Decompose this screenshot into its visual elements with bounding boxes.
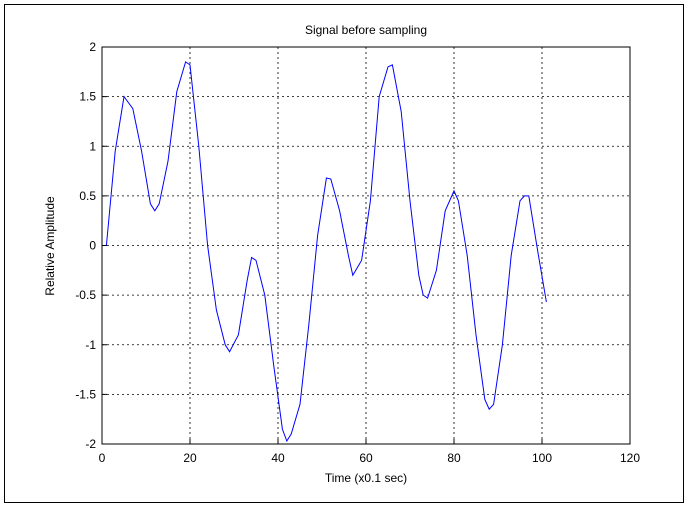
y-tick-label: 0.5	[79, 189, 96, 203]
chart-title: Signal before sampling	[305, 23, 427, 37]
x-tick-label: 100	[532, 451, 552, 465]
y-tick-label: 2	[89, 40, 96, 54]
figure-border	[4, 4, 684, 503]
y-tick-label: 1	[89, 139, 96, 153]
y-tick-label: -2	[85, 437, 96, 451]
signal-line	[105, 61, 547, 443]
x-tick-label: 80	[447, 451, 461, 465]
x-tick-label: 40	[271, 451, 285, 465]
axes-box	[101, 46, 631, 445]
y-tick-label: -1.5	[75, 387, 96, 401]
y-tick-label: 0	[89, 239, 96, 253]
y-tick-label: 1.5	[79, 90, 96, 104]
y-axis-label: Relative Amplitude	[43, 196, 57, 296]
x-tick-label: 60	[359, 451, 373, 465]
x-tick-label: 20	[183, 451, 197, 465]
x-axis-label: Time (x0.1 sec)	[325, 471, 407, 485]
x-tick-label: 120	[620, 451, 640, 465]
y-tick-label: -0.5	[75, 288, 96, 302]
y-tick-label: -1	[85, 338, 96, 352]
x-tick-label: 0	[99, 451, 106, 465]
